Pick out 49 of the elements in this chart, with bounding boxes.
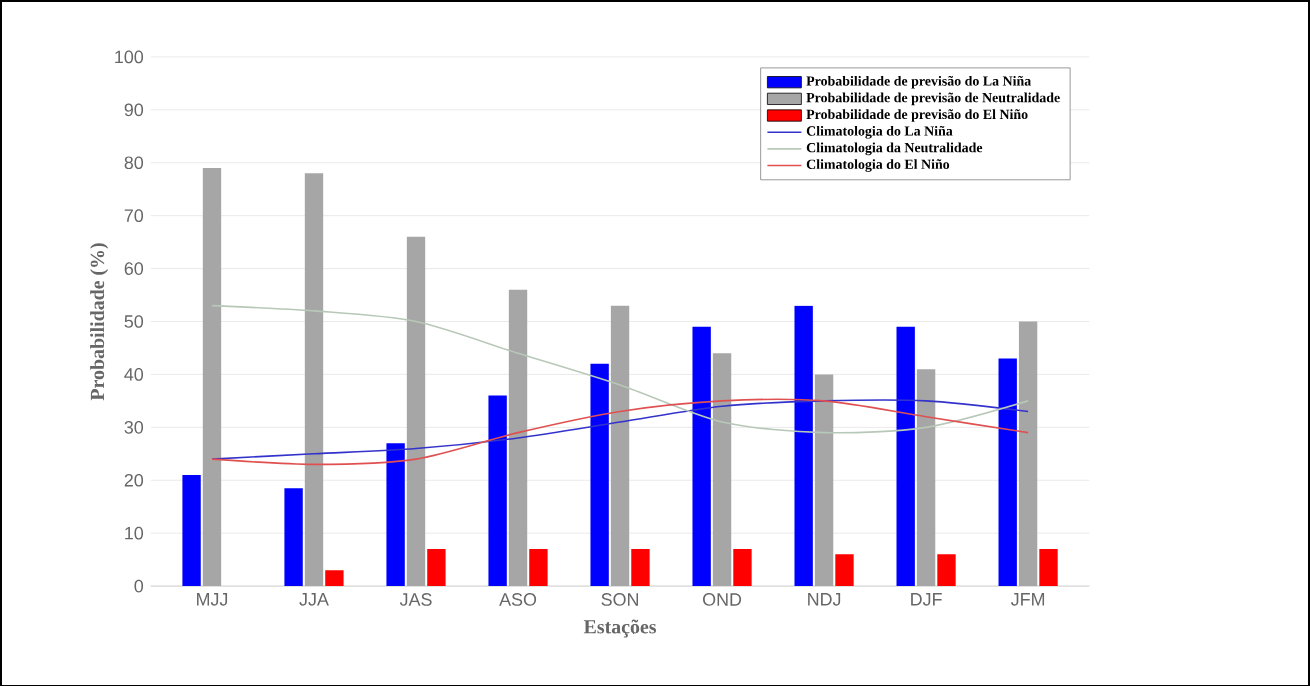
x-tick-label: JAS bbox=[399, 592, 432, 606]
y-tick-label: 30 bbox=[124, 420, 144, 434]
x-tick-label: SON bbox=[601, 592, 638, 606]
bar bbox=[1039, 548, 1058, 586]
bar bbox=[508, 289, 528, 586]
bar bbox=[916, 368, 936, 586]
x-axis-title: Estações bbox=[583, 618, 657, 637]
bar bbox=[814, 373, 834, 586]
x-tick-label: OND bbox=[703, 592, 742, 606]
bar bbox=[610, 305, 630, 586]
x-tick-label: NDJ bbox=[808, 592, 841, 606]
bar bbox=[304, 172, 324, 586]
y-tick-label: 10 bbox=[125, 526, 144, 540]
bar bbox=[794, 305, 813, 586]
bar bbox=[406, 236, 426, 586]
bar bbox=[1018, 321, 1038, 586]
bar bbox=[998, 358, 1017, 586]
bar bbox=[835, 553, 854, 586]
x-tick-label: MJJ bbox=[197, 592, 228, 606]
y-tick-label: 60 bbox=[124, 261, 144, 275]
bar bbox=[386, 442, 405, 586]
bar bbox=[590, 363, 609, 586]
bar bbox=[182, 474, 201, 586]
y-tick-label: 80 bbox=[124, 155, 144, 169]
bar bbox=[733, 548, 752, 586]
bar bbox=[937, 553, 956, 586]
x-tick-label: ASO bbox=[499, 592, 537, 606]
y-tick-label: 50 bbox=[124, 314, 144, 328]
bar bbox=[427, 548, 446, 586]
x-tick-label: JJA bbox=[299, 592, 329, 606]
bar bbox=[202, 167, 222, 586]
bar bbox=[488, 395, 507, 586]
bar bbox=[896, 326, 915, 586]
line-series bbox=[211, 304, 1029, 434]
y-tick-label: 0 bbox=[134, 579, 144, 592]
y-tick-label: 40 bbox=[124, 367, 144, 381]
y-tick-label: 20 bbox=[124, 473, 144, 487]
bar bbox=[712, 352, 732, 586]
x-tick-label: JFM bbox=[1010, 592, 1045, 606]
bar bbox=[529, 548, 548, 586]
bar bbox=[631, 548, 650, 586]
bar bbox=[284, 487, 303, 586]
y-tick-label: 70 bbox=[124, 208, 144, 222]
y-tick-label: 90 bbox=[124, 103, 144, 116]
x-tick-label: DJF bbox=[911, 592, 942, 606]
y-tick-label: 100 bbox=[115, 50, 144, 63]
bar bbox=[692, 326, 711, 586]
bar bbox=[325, 569, 344, 586]
y-axis-title: Probabilidade (%) bbox=[90, 242, 109, 400]
